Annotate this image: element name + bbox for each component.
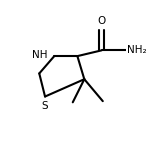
Text: S: S [42,101,48,111]
Text: NH₂: NH₂ [127,45,147,55]
Text: NH: NH [32,50,47,60]
Text: O: O [97,16,106,26]
